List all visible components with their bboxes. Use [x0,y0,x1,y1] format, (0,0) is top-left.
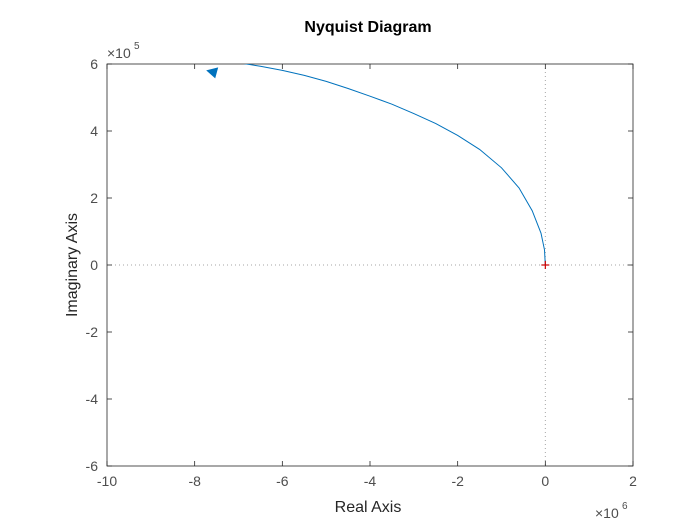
y-tick-label: 2 [90,190,98,206]
y-multiplier-exponent: 5 [134,41,140,52]
y-tick-label: -2 [86,324,99,340]
direction-arrow [206,67,219,79]
y-tick-label: 0 [90,257,98,273]
tick-marks [106,63,634,467]
x-tick-label: 0 [541,473,549,489]
x-multiplier-exponent: 6 [622,501,628,512]
x-tick-label: -2 [451,473,464,489]
y-axis-multiplier: ×10 5 [107,41,140,61]
x-axis-multiplier: ×10 6 [595,501,628,521]
nyquist-curve [243,64,546,266]
y-tick-label: -6 [86,458,99,474]
x-tick-label: 2 [629,473,637,489]
x-tick-label: -6 [276,473,289,489]
x-axis-label: Real Axis [335,499,402,516]
y-multiplier-base: ×10 [107,45,131,61]
critical-point-marker [541,261,550,269]
y-tick-label: -4 [86,391,99,407]
chart-title: Nyquist Diagram [304,19,431,36]
plot-area [106,63,634,467]
x-tick-label: -4 [364,473,377,489]
y-axis-label: Imaginary Axis [64,213,81,317]
y-tick-label: 6 [90,56,98,72]
tick-labels: -10 -8 -6 -4 -2 0 2 -6 -4 -2 0 2 4 6 [86,56,638,489]
y-tick-label: 4 [90,123,98,139]
x-multiplier-base: ×10 [595,505,619,521]
x-tick-label: -10 [97,473,117,489]
series-group [206,64,546,266]
x-tick-label: -8 [188,473,201,489]
